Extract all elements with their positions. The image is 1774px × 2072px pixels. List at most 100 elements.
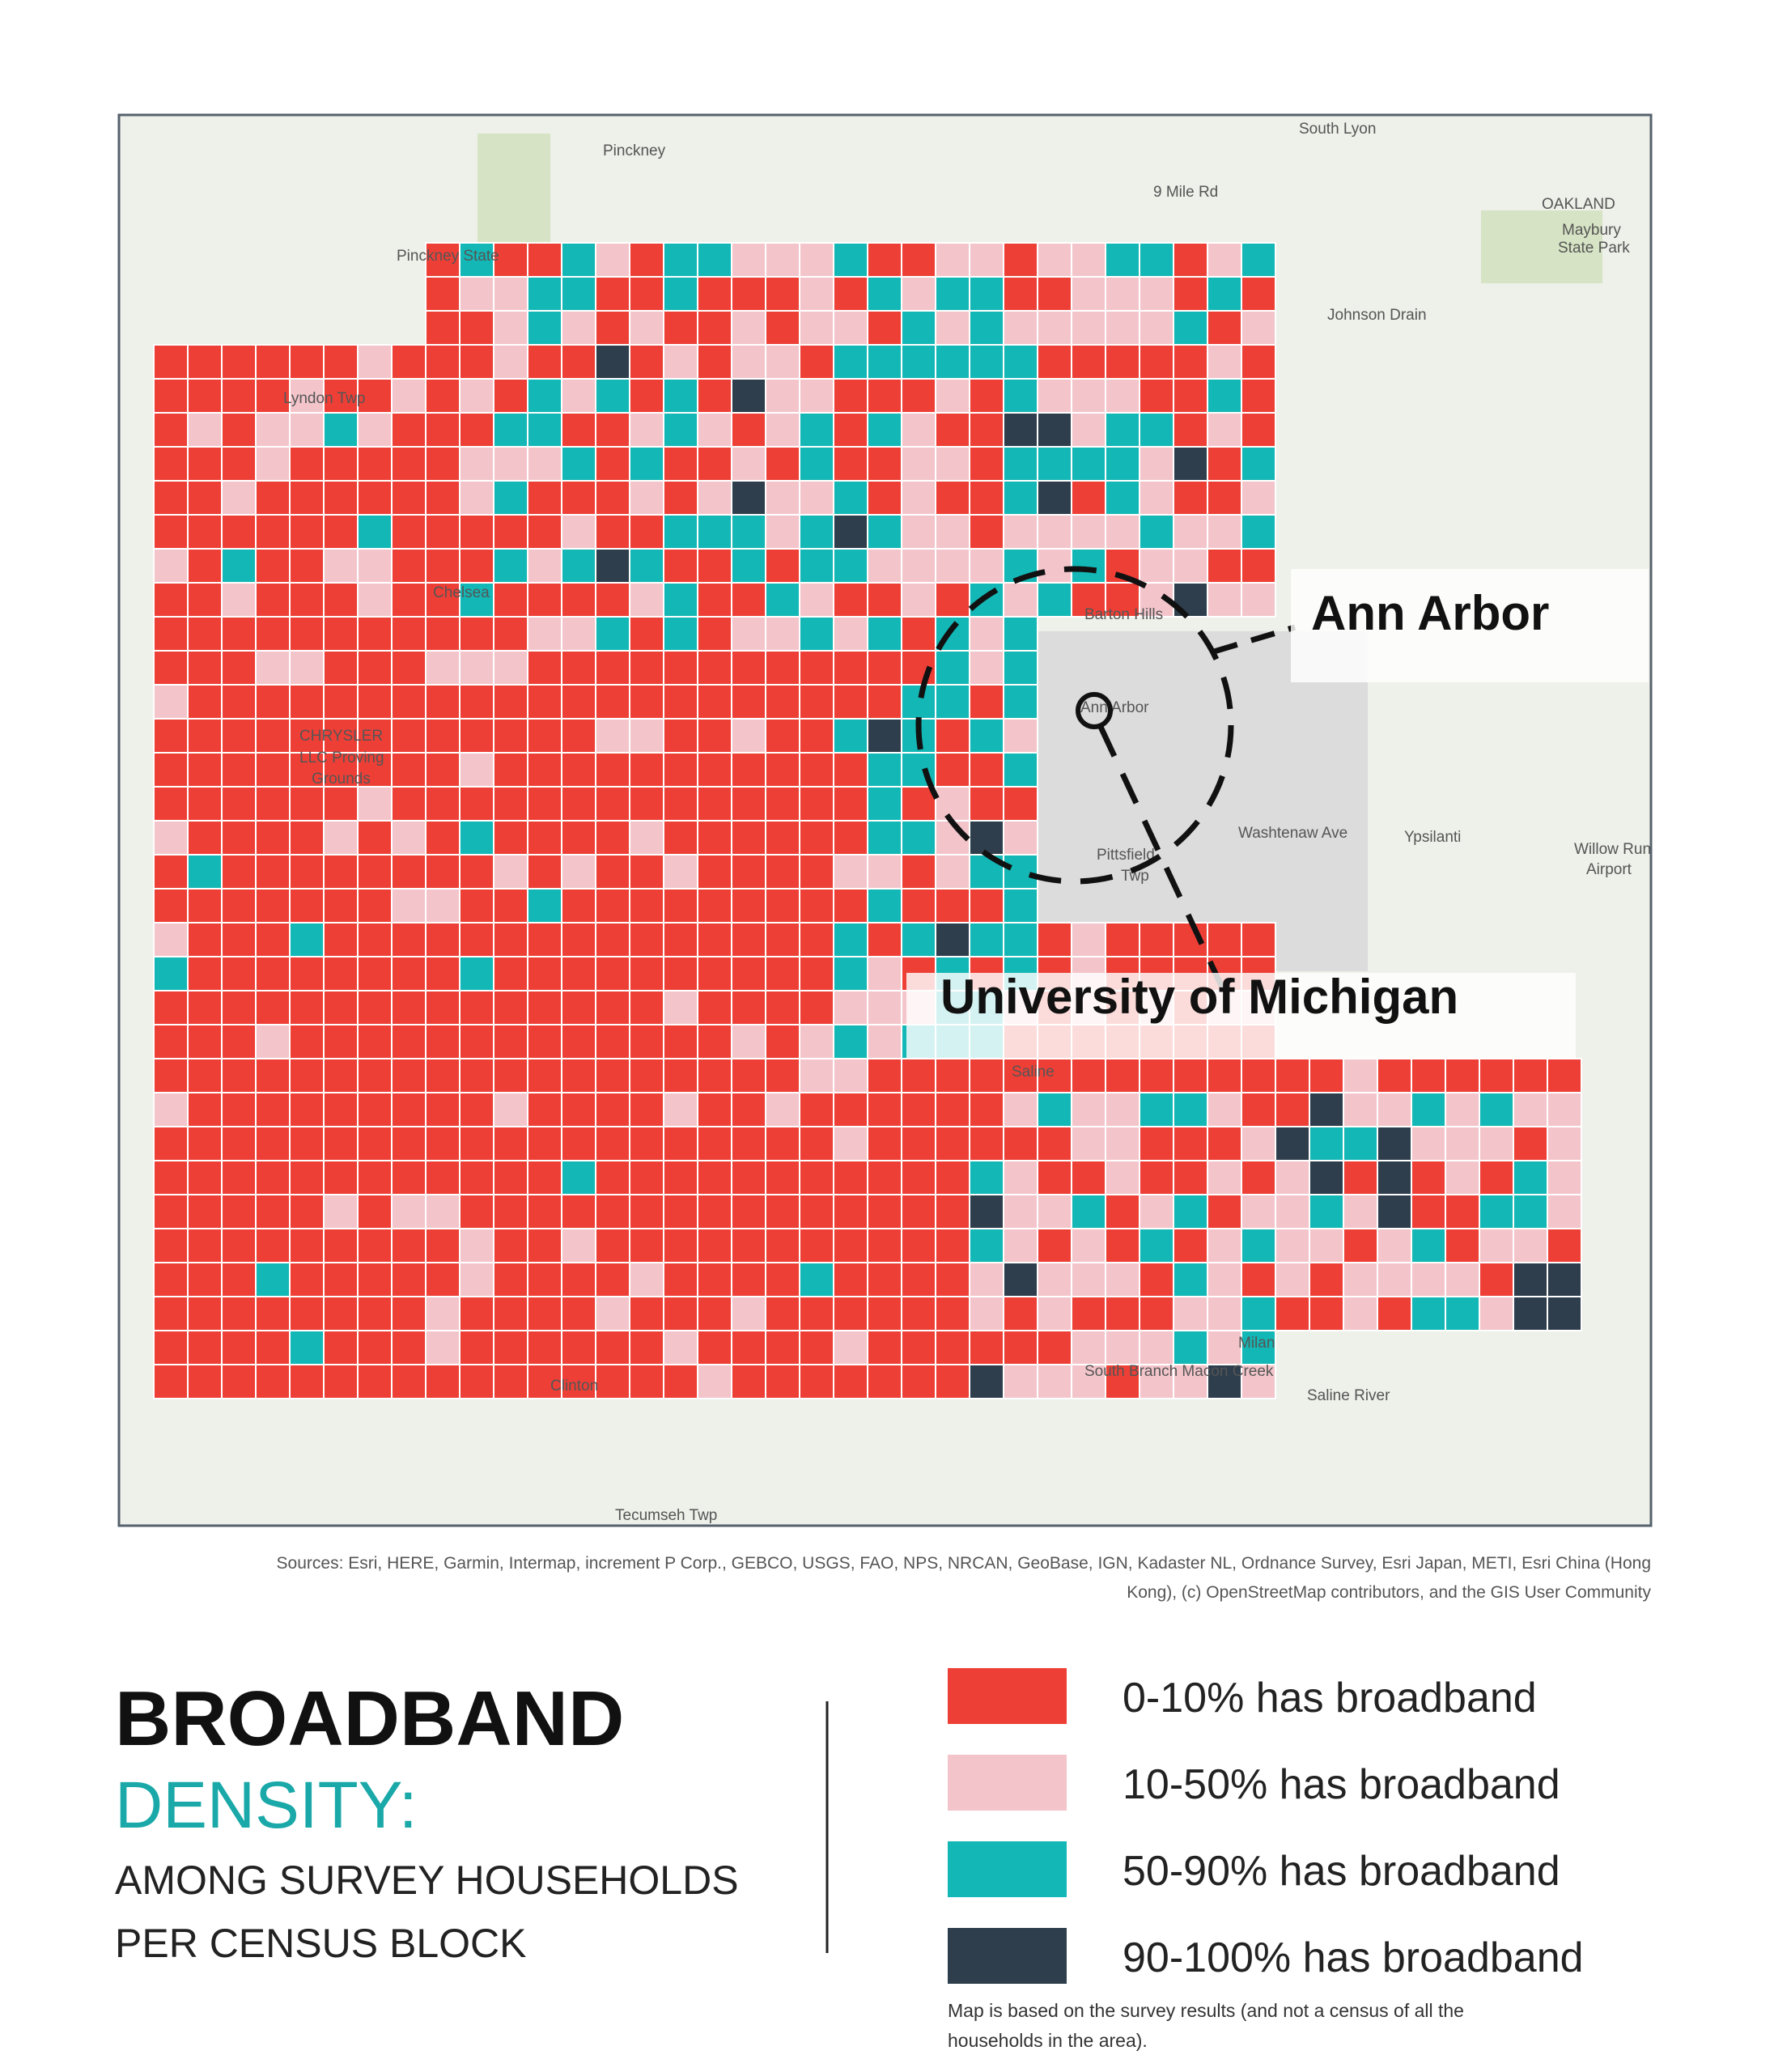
census-block [1241, 514, 1276, 550]
census-block [1445, 1228, 1480, 1263]
place-label: Tecumseh Twp [615, 1507, 717, 1524]
census-block [459, 446, 494, 482]
census-block [425, 242, 460, 278]
census-block [459, 922, 494, 957]
census-block [901, 1160, 936, 1195]
place-label: Lyndon Twp [283, 390, 365, 407]
census-block [255, 1330, 291, 1365]
census-block [493, 820, 528, 856]
census-block [629, 1364, 664, 1399]
census-block [323, 446, 359, 482]
census-block [697, 1024, 732, 1059]
census-block [527, 684, 562, 720]
census-block [833, 786, 868, 822]
census-block [323, 990, 359, 1025]
census-block [969, 412, 1004, 448]
census-block [153, 1228, 189, 1263]
census-block [799, 990, 834, 1025]
census-block [153, 718, 189, 754]
census-block [561, 548, 596, 584]
legend-swatch [948, 1755, 1067, 1811]
census-block [969, 1160, 1004, 1195]
census-block [1071, 1194, 1106, 1229]
census-block [765, 752, 800, 788]
census-block [527, 582, 562, 618]
census-block [663, 1364, 698, 1399]
census-block [1479, 1160, 1514, 1195]
census-block [221, 820, 257, 856]
census-block [391, 1296, 427, 1331]
census-block [595, 242, 630, 278]
census-block [697, 1330, 732, 1365]
census-block [629, 514, 664, 550]
census-block [561, 684, 596, 720]
census-block [697, 1058, 732, 1093]
census-block [1241, 1194, 1276, 1229]
census-block [527, 786, 562, 822]
census-block [221, 344, 257, 380]
census-block [221, 1024, 257, 1059]
census-block [901, 1262, 936, 1297]
census-block [1513, 1092, 1548, 1127]
census-block [833, 1194, 868, 1229]
census-block [391, 684, 427, 720]
census-block [459, 1330, 494, 1365]
census-block [663, 1024, 698, 1059]
census-block [1343, 1058, 1378, 1093]
census-block [731, 990, 766, 1025]
census-block [527, 616, 562, 652]
census-block [833, 684, 868, 720]
census-block [663, 786, 698, 822]
census-block [731, 650, 766, 686]
census-block [1003, 446, 1038, 482]
census-block [1547, 1092, 1582, 1127]
census-block [935, 344, 970, 380]
census-block [867, 514, 902, 550]
census-block [527, 820, 562, 856]
census-block [425, 956, 460, 991]
census-block [595, 1126, 630, 1161]
census-block [1139, 1228, 1174, 1263]
census-block [221, 582, 257, 618]
census-block [153, 786, 189, 822]
census-block [1071, 548, 1106, 584]
census-block [731, 820, 766, 856]
census-block [969, 344, 1004, 380]
census-block [1207, 1058, 1242, 1093]
census-block [765, 718, 800, 754]
census-block [323, 956, 359, 991]
census-block [493, 1194, 528, 1229]
census-block [187, 854, 223, 890]
census-block [595, 922, 630, 957]
census-block [663, 1160, 698, 1195]
census-block [765, 1228, 800, 1263]
census-block [357, 956, 393, 991]
census-block [1309, 1228, 1344, 1263]
census-block [1105, 1296, 1140, 1331]
census-block [425, 514, 460, 550]
census-block [969, 276, 1004, 312]
census-block [1003, 1262, 1038, 1297]
census-block [561, 310, 596, 346]
census-block [1241, 276, 1276, 312]
census-block [425, 310, 460, 346]
census-block [527, 446, 562, 482]
census-block [459, 854, 494, 890]
census-block [1003, 480, 1038, 516]
census-block [561, 718, 596, 754]
census-block [663, 378, 698, 414]
census-block [153, 1330, 189, 1365]
census-block [221, 752, 257, 788]
census-block [425, 1092, 460, 1127]
census-block [357, 1194, 393, 1229]
census-block [255, 548, 291, 584]
census-block [1343, 1126, 1378, 1161]
census-block [629, 412, 664, 448]
census-block [187, 786, 223, 822]
census-block [561, 752, 596, 788]
census-block [1071, 1364, 1106, 1399]
census-block [289, 1296, 325, 1331]
census-block [493, 922, 528, 957]
census-block [935, 650, 970, 686]
census-block [867, 1024, 902, 1059]
